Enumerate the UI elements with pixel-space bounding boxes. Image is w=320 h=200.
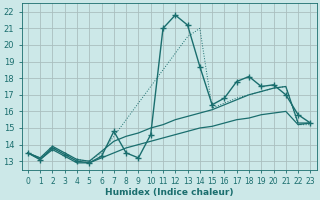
X-axis label: Humidex (Indice chaleur): Humidex (Indice chaleur) [105,188,233,197]
